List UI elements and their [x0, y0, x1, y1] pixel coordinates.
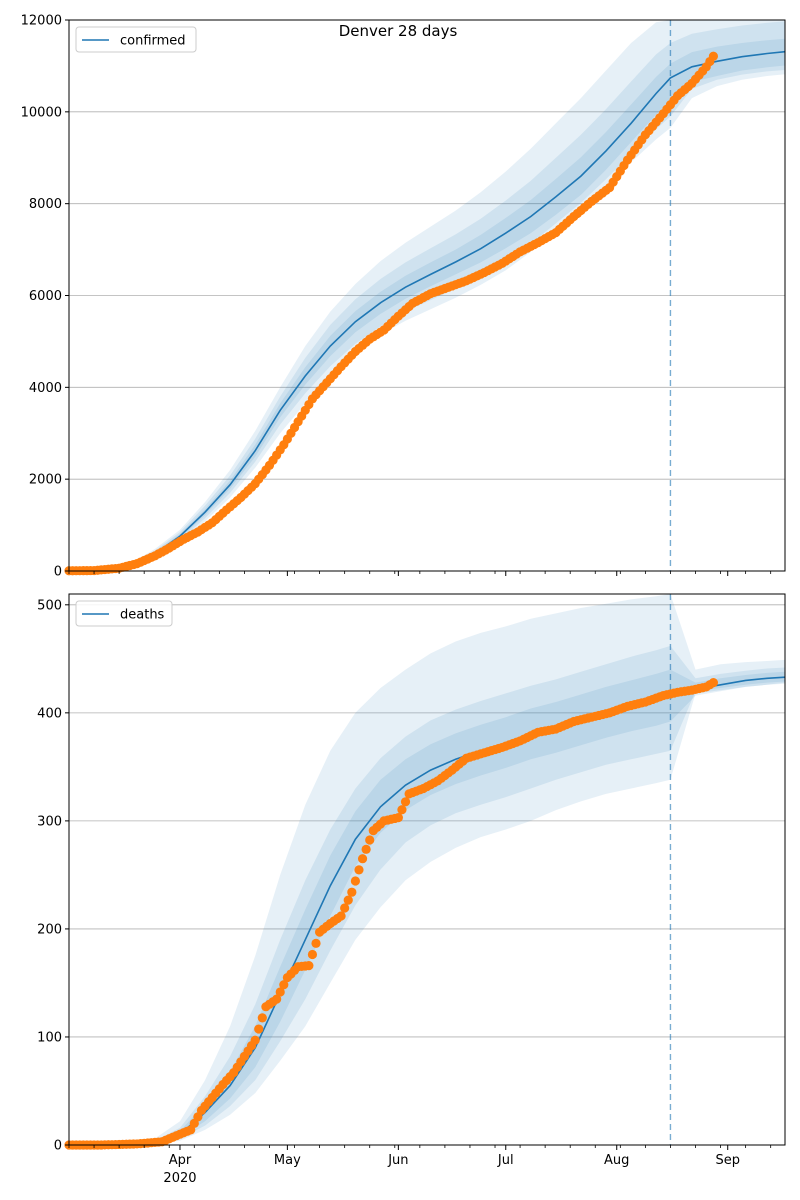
x-tick-label: Sep	[715, 1153, 740, 1168]
data-point	[393, 813, 403, 823]
legend-label: confirmed	[120, 34, 186, 49]
y-tick-label: 4000	[29, 381, 62, 396]
data-point	[307, 949, 318, 960]
confirmed-panel: 0 2000 4000 6000 8000 10000 12000 confirmed	[21, 14, 786, 580]
data-point	[304, 961, 314, 971]
y-tick-label: 200	[37, 922, 62, 937]
x-tick-label: Aug	[604, 1153, 629, 1168]
data-point	[279, 980, 289, 990]
y-tick-label: 12000	[21, 14, 62, 29]
data-point	[340, 903, 350, 913]
uncertainty-band-inner	[69, 669, 785, 1145]
uncertainty-band-middle	[69, 645, 785, 1145]
data-point	[336, 911, 346, 921]
data-point	[357, 854, 368, 864]
y-tick-label: 500	[37, 598, 62, 613]
data-point	[350, 876, 360, 886]
legend: confirmed	[75, 26, 197, 53]
deaths-panel: 0 100 200 300 400 500 Apr May Jun Jul Aug Sep 2020 de…	[37, 593, 786, 1186]
y-tick-label: 2000	[29, 473, 62, 488]
data-point	[272, 994, 282, 1004]
figure-title: Denver 28 days	[339, 22, 458, 40]
legend-box	[75, 26, 197, 53]
legend-label: deaths	[120, 608, 165, 623]
y-tick-label: 6000	[29, 289, 62, 304]
data-point	[275, 987, 285, 997]
data-point	[347, 887, 357, 897]
data-point	[400, 797, 411, 807]
data-point	[708, 677, 719, 688]
y-tick-label: 0	[54, 565, 62, 580]
data-point	[254, 1024, 264, 1034]
x-tick-label: Jun	[387, 1153, 408, 1168]
data-point	[361, 844, 371, 854]
data-point	[250, 1035, 260, 1045]
data-point	[708, 51, 719, 61]
y-tick-label: 400	[37, 706, 62, 721]
y-tick-label: 0	[54, 1139, 62, 1154]
axes-frame	[68, 593, 786, 1146]
legend-box	[75, 600, 173, 627]
x-year-label: 2020	[163, 1171, 196, 1186]
legend: deaths	[75, 600, 173, 627]
x-tick-label: Jul	[497, 1153, 514, 1168]
data-point	[343, 895, 353, 905]
data-point	[311, 938, 321, 948]
data-point	[257, 1013, 267, 1023]
y-tick-label: 8000	[29, 197, 62, 212]
uncertainty-band-outer	[69, 594, 785, 1145]
x-tick-label: Apr	[169, 1153, 192, 1168]
data-point	[354, 865, 364, 875]
data-point	[397, 805, 407, 815]
y-tick-label: 10000	[21, 105, 62, 120]
y-tick-label: 100	[37, 1030, 62, 1045]
model-line	[68, 50, 786, 572]
data-point	[365, 835, 375, 845]
y-tick-label: 300	[37, 814, 62, 829]
x-tick-label: May	[274, 1153, 301, 1168]
